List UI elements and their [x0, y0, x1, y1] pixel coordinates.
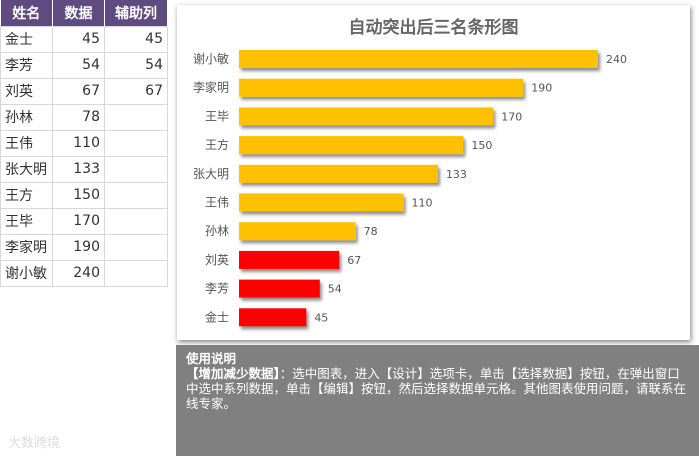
- data-label: 150: [471, 139, 492, 152]
- data-label: 170: [501, 110, 522, 123]
- bar[interactable]: [239, 222, 356, 241]
- table-row: 刘英 67 67: [0, 77, 168, 105]
- cell-data[interactable]: 67: [52, 77, 105, 105]
- cell-helper[interactable]: [104, 259, 168, 287]
- table-row: 王伟 110: [0, 129, 168, 157]
- cell-helper[interactable]: [104, 233, 168, 261]
- instructions-text: ：选中图表，进入【设计】选项卡，单击【选择数据】按钮，在弹出窗口中选中系列数据，…: [186, 366, 687, 411]
- cell-helper[interactable]: [104, 181, 168, 209]
- cell-data[interactable]: 150: [52, 181, 105, 209]
- table-row: 金士 45 45: [0, 25, 168, 53]
- bar[interactable]: [239, 50, 598, 68]
- cell-helper[interactable]: 54: [104, 51, 168, 79]
- table-row: 李家明 190: [0, 233, 168, 261]
- table-row: 张大明 133: [0, 155, 168, 183]
- cell-name[interactable]: 王方: [0, 181, 53, 209]
- cell-name[interactable]: 王伟: [0, 129, 53, 157]
- cell-name[interactable]: 李芳: [0, 51, 53, 79]
- header-name: 姓名: [0, 0, 53, 26]
- instructions-title: 使用说明: [186, 351, 237, 366]
- category-label: 谢小敏: [193, 51, 229, 66]
- category-label: 李家明: [193, 80, 229, 95]
- header-helper: 辅助列: [104, 0, 168, 26]
- instructions-panel: 使用说明 【增加减少数据】：选中图表，进入【设计】选项卡，单击【选择数据】按钮，…: [176, 345, 699, 456]
- category-label: 李芳: [205, 281, 229, 296]
- table-row: 孙林 78: [0, 103, 168, 131]
- instructions-bold: 【增加减少数据】: [186, 366, 280, 381]
- category-label: 王伟: [205, 196, 229, 210]
- cell-helper[interactable]: [104, 155, 168, 183]
- cell-data[interactable]: 110: [52, 129, 105, 157]
- bar[interactable]: [239, 250, 340, 269]
- bar[interactable]: [239, 308, 307, 327]
- bar[interactable]: [239, 78, 524, 97]
- bar[interactable]: [239, 193, 404, 212]
- cell-helper[interactable]: 45: [104, 25, 168, 53]
- data-label: 133: [446, 168, 467, 181]
- category-label: 张大明: [193, 167, 229, 181]
- bar[interactable]: [239, 279, 320, 298]
- cell-helper[interactable]: [104, 207, 168, 235]
- data-label: 110: [412, 197, 433, 210]
- table-row: 谢小敏 240: [0, 259, 168, 287]
- header-data: 数据: [52, 0, 105, 26]
- cell-helper[interactable]: [104, 103, 168, 131]
- chart-plot: 谢小敏 240 李家明 190 王毕 170 王方 150 张大明 133 王伟 110 孙林 78 刘英 6…: [193, 50, 627, 327]
- data-label: 240: [606, 53, 627, 66]
- cell-data[interactable]: 54: [52, 51, 105, 79]
- cell-helper[interactable]: 67: [104, 77, 168, 105]
- cell-name[interactable]: 刘英: [0, 77, 53, 105]
- cell-data[interactable]: 45: [52, 25, 105, 53]
- table-row: 王方 150: [0, 181, 168, 209]
- data-label: 190: [531, 82, 552, 95]
- cell-helper[interactable]: [104, 129, 168, 157]
- cell-name[interactable]: 王毕: [0, 207, 53, 235]
- bar[interactable]: [239, 136, 464, 155]
- category-label: 孙林: [205, 224, 229, 238]
- bar-chart[interactable]: 自动突出后三名条形图 谢小敏 240 李家明 190 王毕 170 王方 150 张大明 133 王…: [177, 5, 690, 340]
- cell-data[interactable]: 190: [52, 233, 105, 261]
- cell-name[interactable]: 李家明: [0, 233, 53, 261]
- chart-title: 自动突出后三名条形图: [348, 18, 519, 38]
- cell-data[interactable]: 170: [52, 207, 105, 235]
- category-label: 王方: [205, 137, 229, 152]
- category-label: 刘英: [205, 253, 229, 267]
- cell-name[interactable]: 谢小敏: [0, 259, 53, 287]
- table-row: 李芳 54 54: [0, 51, 168, 79]
- data-label: 67: [347, 254, 361, 267]
- cell-name[interactable]: 张大明: [0, 155, 53, 183]
- cell-name[interactable]: 孙林: [0, 103, 53, 131]
- category-label: 金士: [205, 309, 229, 324]
- cell-data[interactable]: 78: [52, 103, 105, 131]
- table-row: 王毕 170: [0, 207, 168, 235]
- category-label: 王毕: [205, 109, 229, 123]
- bar[interactable]: [239, 164, 438, 183]
- data-label: 54: [328, 283, 342, 296]
- bar[interactable]: [239, 107, 494, 126]
- cell-data[interactable]: 240: [52, 259, 105, 287]
- data-table: 姓名 数据 辅助列 金士 45 45 李芳 54 54 刘英 67 67 孙林 78 王伟 110 张大明…: [0, 0, 168, 287]
- data-label: 45: [314, 311, 328, 324]
- data-label: 78: [364, 225, 378, 238]
- cell-name[interactable]: 金士: [0, 25, 53, 53]
- cell-data[interactable]: 133: [52, 155, 105, 183]
- watermark: 大数跨境: [8, 436, 61, 451]
